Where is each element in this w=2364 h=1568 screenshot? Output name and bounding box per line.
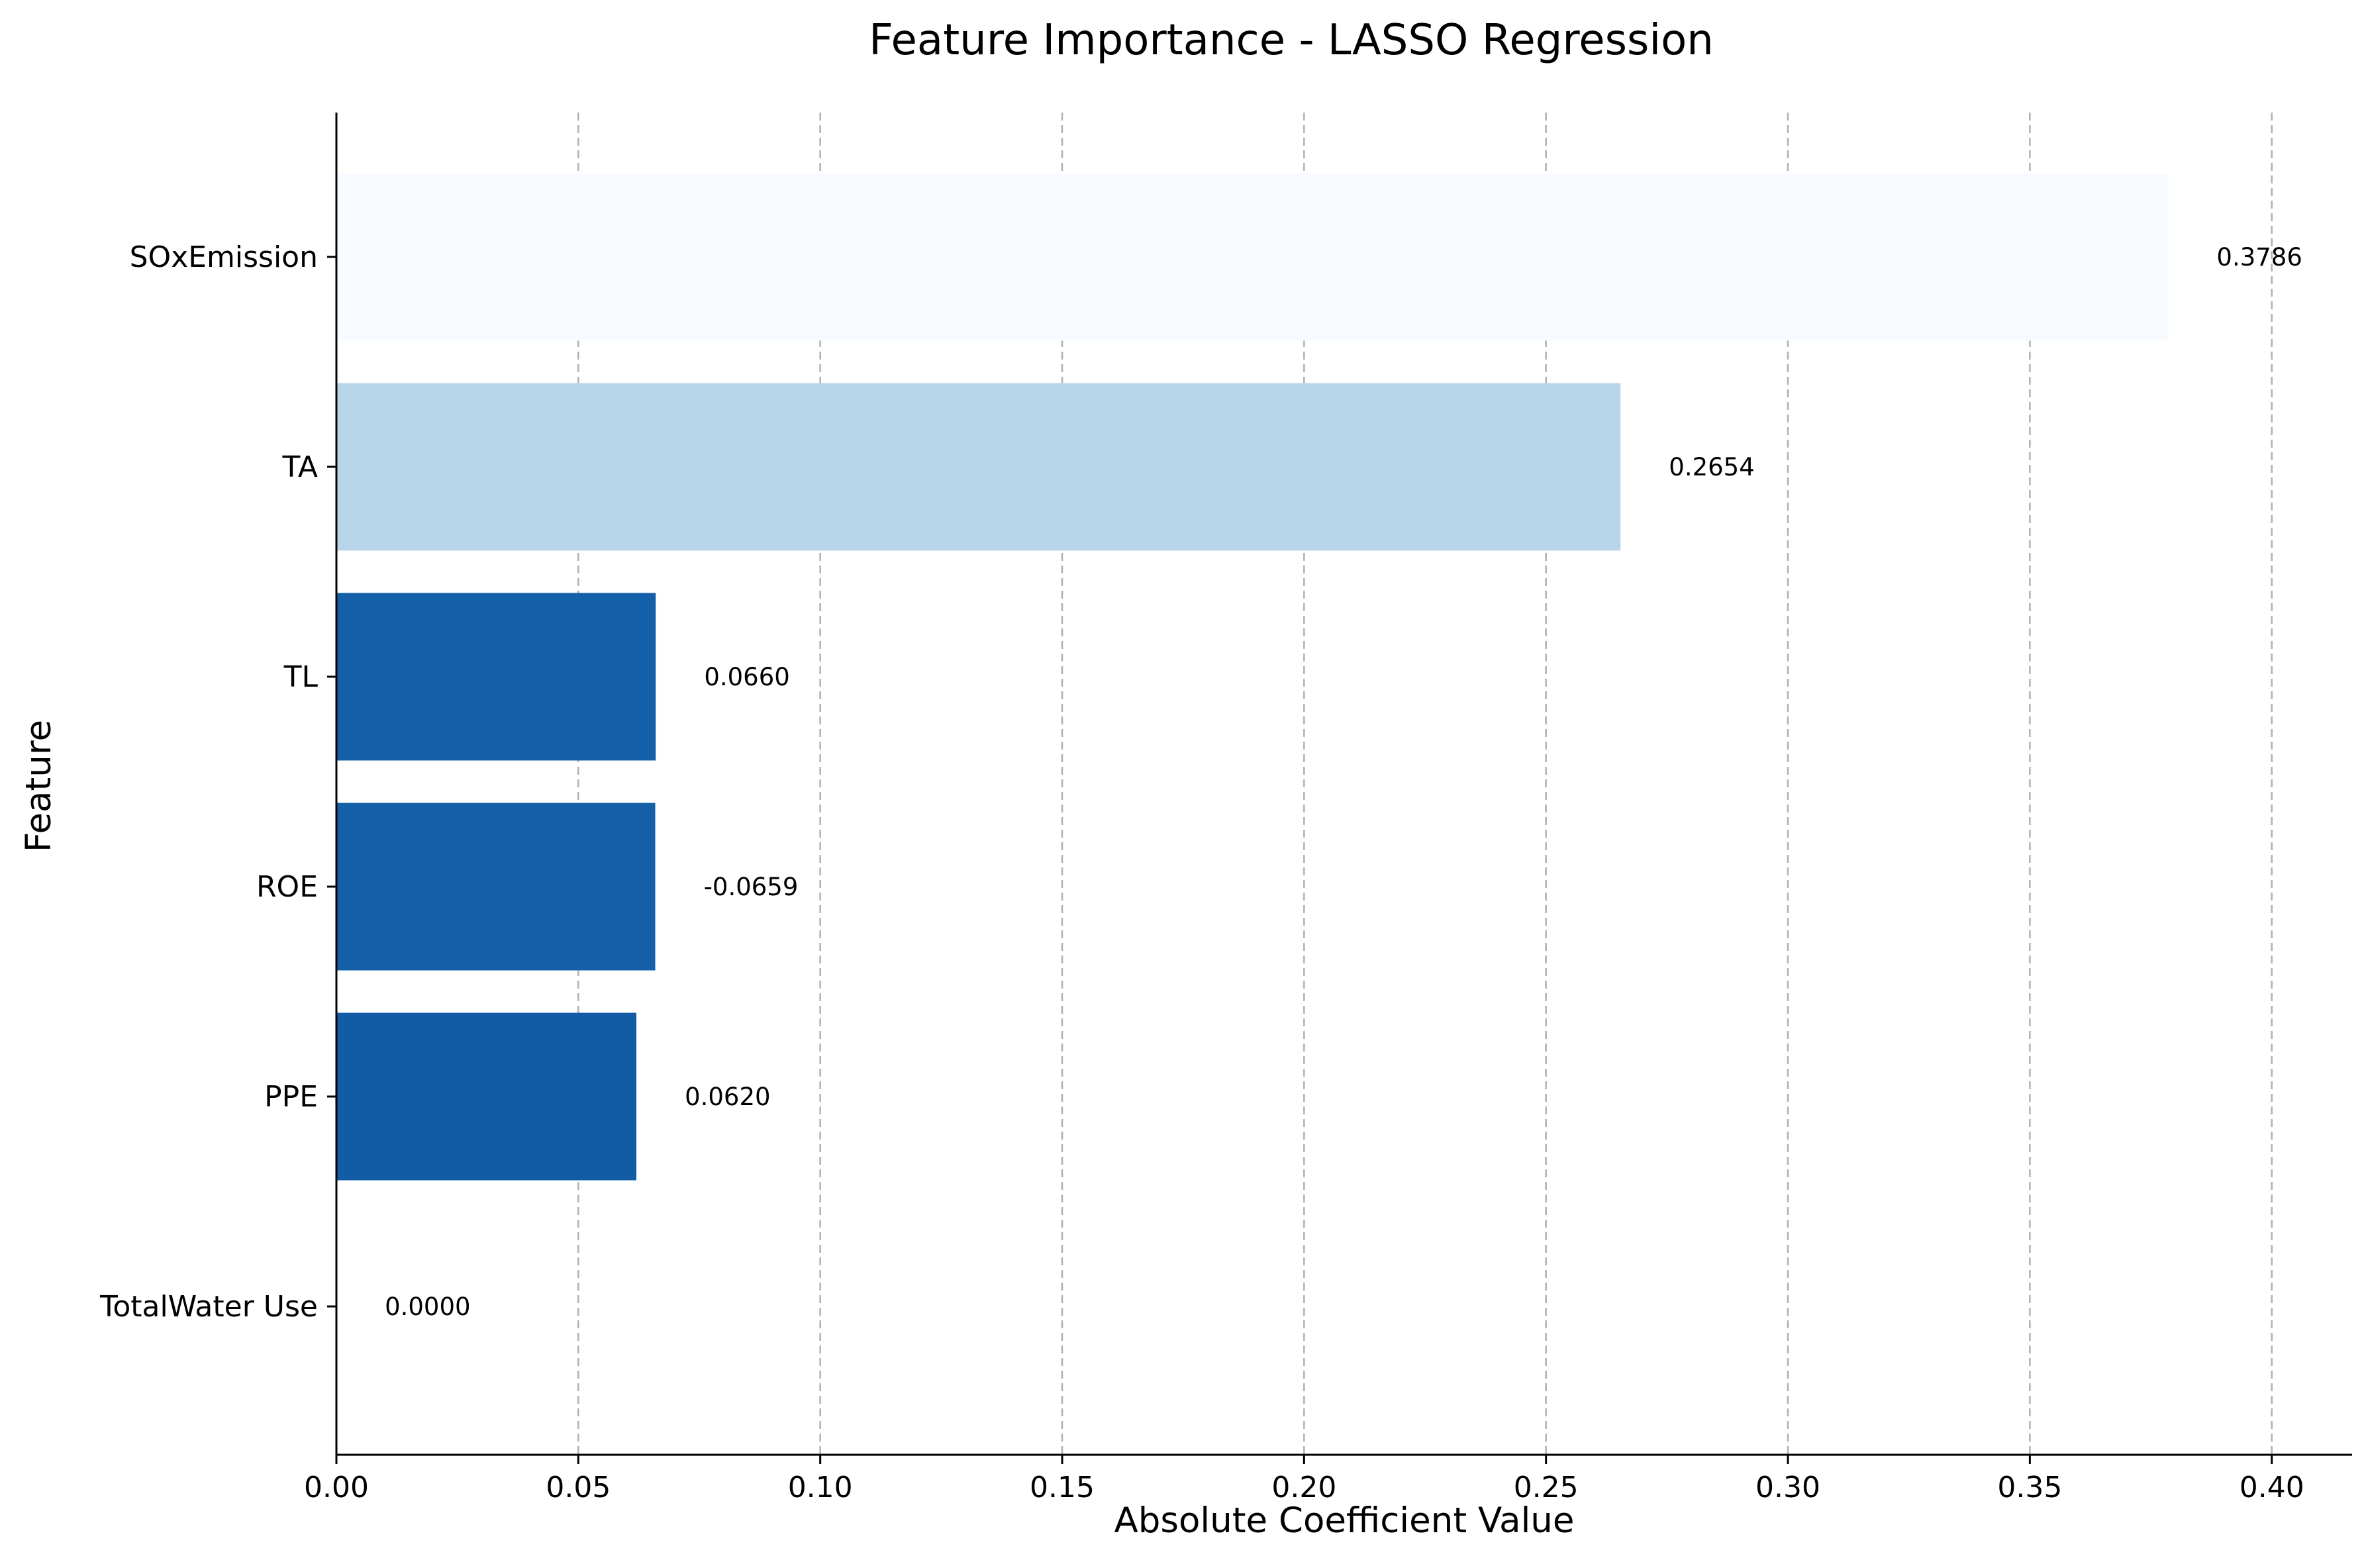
bars (336, 173, 2169, 1181)
x-tick-label: 0.35 (1997, 1471, 2062, 1504)
x-axis-label: Absolute Coefficient Value (1114, 1500, 1574, 1541)
bar-value-label: 0.0620 (685, 1083, 770, 1111)
x-tick-label: 0.10 (788, 1471, 853, 1504)
bar-value-label: 0.0000 (385, 1293, 470, 1321)
x-tick-label: 0.20 (1271, 1471, 1336, 1504)
bar (336, 173, 2169, 341)
y-tick-label: TotalWater Use (99, 1290, 318, 1324)
x-tick-label: 0.25 (1514, 1471, 1579, 1504)
chart-title: Feature Importance - LASSO Regression (869, 16, 1714, 65)
grid-lines (577, 113, 2273, 1455)
bar (336, 383, 1621, 551)
y-tick-label: TA (281, 450, 318, 484)
x-tick-label: 0.00 (304, 1471, 369, 1504)
bar-value-label: 0.3786 (2216, 243, 2302, 271)
bar-value-labels: 0.3786 0.2654 0.0660 -0.0659 0.0620 0.0000 (385, 243, 2302, 1321)
x-tick-label: 0.05 (546, 1471, 611, 1504)
y-tick-label: PPE (264, 1080, 318, 1114)
y-tick-label: TL (283, 660, 319, 694)
bar-value-label: 0.2654 (1669, 453, 1754, 481)
y-tick-label: SOxEmission (130, 240, 318, 274)
x-tick-label: 0.30 (1755, 1471, 1820, 1504)
x-tick-label: 0.40 (2240, 1471, 2304, 1504)
bar (336, 593, 656, 761)
bar (336, 1012, 637, 1181)
bar (336, 803, 656, 971)
x-axis-ticks: 0.00 0.05 0.10 0.15 0.20 0.25 0.30 0.35 0.40 (304, 1455, 2304, 1504)
y-axis-ticks: SOxEmission TA TL ROE PPE TotalWater Use (99, 240, 336, 1324)
y-tick-label: ROE (256, 870, 318, 904)
x-tick-label: 0.15 (1030, 1471, 1095, 1504)
bar-value-label: 0.0660 (704, 663, 789, 691)
bar-value-label: -0.0659 (704, 873, 799, 901)
y-axis-label: Feature (19, 720, 59, 852)
